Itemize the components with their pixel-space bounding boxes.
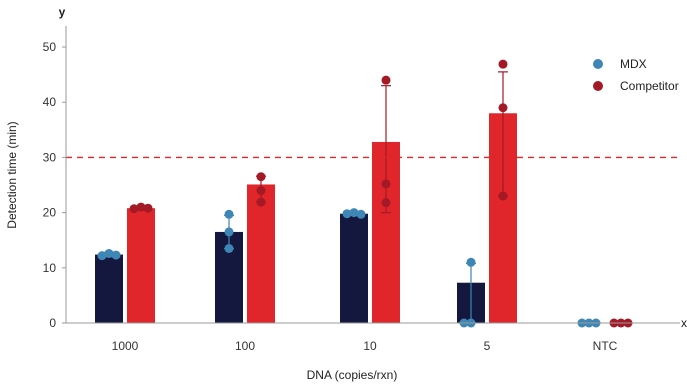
- legend-label: Competitor: [620, 79, 679, 93]
- data-point: [349, 208, 359, 218]
- data-point: [136, 202, 146, 212]
- bar: [127, 208, 155, 323]
- data-point: [143, 203, 153, 213]
- x-tick-label: 5: [484, 339, 491, 353]
- legend-marker: [593, 81, 603, 91]
- data-point: [498, 103, 508, 113]
- y-axis-title: Detection time (min): [5, 121, 19, 228]
- data-point: [224, 243, 234, 253]
- data-point: [381, 75, 391, 85]
- data-point: [129, 204, 139, 214]
- y-tick-label: 20: [43, 206, 57, 220]
- x-tick-label: NTC: [593, 339, 618, 353]
- bar: [95, 254, 123, 323]
- x-tick-label: 100: [235, 339, 255, 353]
- axis-layer: 0 10 20 30 40 50 1000 100 10 5 NTC: [43, 26, 680, 353]
- x-tick-label: 1000: [112, 339, 139, 353]
- data-point: [224, 209, 234, 219]
- data-point: [498, 59, 508, 69]
- data-point: [256, 197, 266, 207]
- data-point: [381, 198, 391, 208]
- data-point: [256, 186, 266, 196]
- x-axis-title: DNA (copies/rxn): [307, 368, 398, 382]
- legend-label: MDX: [620, 57, 647, 71]
- data-point: [256, 172, 266, 182]
- data-point: [381, 179, 391, 189]
- y-axis-letter: y: [59, 5, 66, 19]
- data-point: [111, 250, 121, 260]
- data-point: [466, 257, 476, 267]
- data-point: [97, 251, 107, 261]
- legend-marker: [593, 59, 603, 69]
- data-point: [224, 227, 234, 237]
- y-tick-label: 10: [43, 261, 57, 275]
- y-tick-label: 0: [49, 316, 56, 330]
- x-tick-label: 10: [363, 339, 377, 353]
- bar: [247, 184, 275, 323]
- bars-layer: [95, 59, 633, 328]
- data-point: [342, 209, 352, 219]
- y-tick-label: 50: [43, 40, 57, 54]
- y-tick-label: 30: [43, 150, 57, 164]
- data-point: [498, 191, 508, 201]
- legend: MDX Competitor: [593, 57, 679, 93]
- bar: [340, 213, 368, 323]
- y-tick-label: 40: [43, 95, 57, 109]
- data-point: [356, 209, 366, 219]
- x-axis-letter: x: [681, 316, 687, 330]
- data-point: [104, 248, 114, 258]
